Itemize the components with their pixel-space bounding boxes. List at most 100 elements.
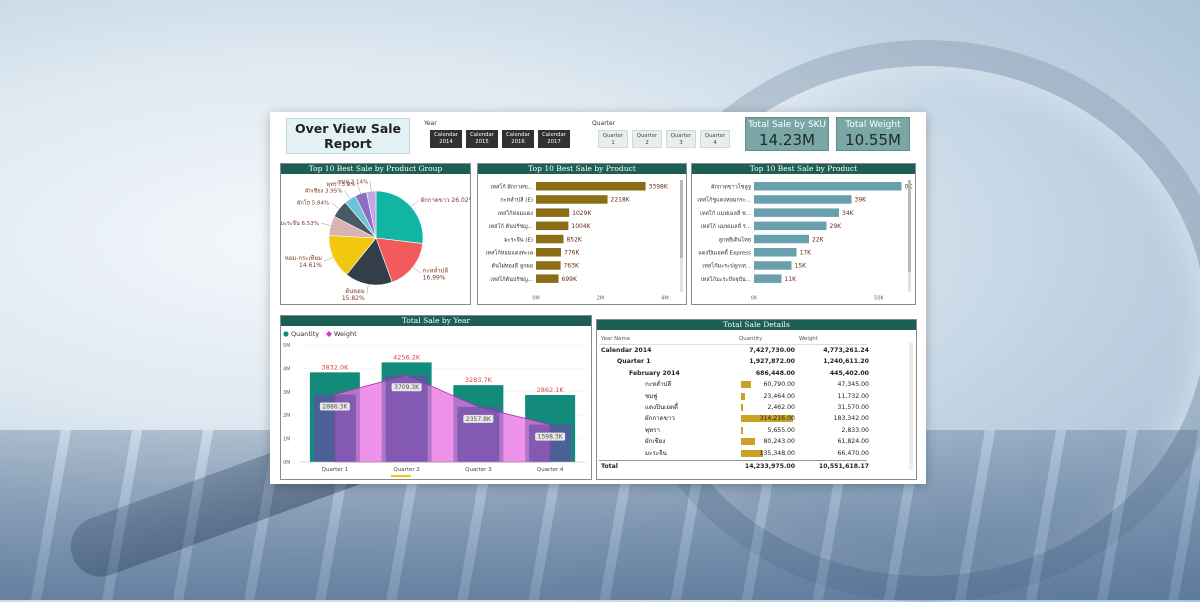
bar1-bar (536, 261, 561, 270)
kpi-sku-value: 14.23M (759, 131, 815, 149)
year-button-line2: 2017 (547, 139, 561, 145)
table-row[interactable]: แดงปินเอดดี้ 2,462.00 31,570.00 (599, 402, 869, 413)
table-total-row: Total 14,233,975.00 10,551,618.17 (599, 459, 869, 472)
table-row[interactable]: Calendar 2014 7,427,730.00 4,773,261.24 (599, 345, 869, 356)
table-row[interactable]: มะระจีน 135,348.00 66,470.00 (599, 448, 869, 459)
pie-panel[interactable]: Top 10 Best Sale by Product Group ผักกาด… (280, 163, 475, 305)
bar1-value-label: 1004K (571, 223, 591, 230)
total-label: Total (601, 462, 618, 470)
weight-data-label: 3709.3K (394, 384, 420, 391)
bar1-category-label: ต้นไผ่ทองดี ลูกผอ (492, 263, 533, 270)
quantity-data-bar (741, 392, 745, 400)
bar1-category-label: เทสโก้หอมแดงทะเล (486, 249, 533, 257)
bar2-category-label: เทสโก้ แมฟเมลลี่ ร... (701, 222, 751, 230)
pie-label: มะระจีน 6.53% (281, 220, 319, 227)
year-button-2015[interactable]: Calendar 2015 (466, 130, 498, 148)
bar-chart-2[interactable]: ผักกาดขาวโชลูจู 0K เทสโก้ชูแดงหอมกระ... 39K… (692, 174, 915, 304)
bar1-category-label: เทสโก้ ต้นปรัชญ... (489, 222, 534, 230)
table-body: Calendar 2014 7,427,730.00 4,773,261.24 Qua… (599, 345, 869, 459)
bar2-value-label: 29K (830, 223, 843, 230)
table-row[interactable]: พุทรา 5,655.00 2,833.00 (599, 425, 869, 436)
table-panel[interactable]: Total Sale Details Year Name Quantity We… (596, 319, 917, 480)
quantity-data-label: 3832.0K (321, 363, 349, 371)
bar1-axis-tick: 2M (597, 296, 605, 302)
bar1-axis-tick: 4M (661, 296, 669, 302)
row-name: ชมพู่ (645, 392, 658, 400)
quarter-button-4[interactable]: Quarter 4 (700, 130, 730, 148)
year-button-2014[interactable]: Calendar 2014 (430, 130, 462, 148)
bar1-bar (536, 234, 564, 244)
kpi-total-weight[interactable]: Total Weight 10.55M (836, 117, 910, 151)
combo-y-tick: 4M (283, 366, 291, 372)
pie-label-pct: 16.99% (423, 274, 446, 281)
legend-weight-marker (326, 331, 332, 337)
table-row[interactable]: Quarter 1 1,927,872.00 1,240,611.20 (599, 356, 869, 367)
row-name: ผักเชียง (645, 438, 666, 446)
weight-label-bg (463, 414, 494, 423)
table-row[interactable]: ผักเชียง 80,243.00 61,824.00 (599, 436, 869, 447)
bar-chart-1[interactable]: เทสโก้ ผักกาดข... 3398K กะหล่ำปลี (E) 2218K… (478, 174, 686, 304)
bar2-value-label: 22K (812, 236, 825, 243)
bar1-bar (536, 221, 569, 231)
col-weight[interactable]: Weight (799, 336, 818, 342)
year-button-line1: Calendar (542, 132, 566, 138)
pie-chart[interactable]: ผักกาดขาว 26.02% กะหล่ำปลี16.99% ต้นหอม15.… (280, 174, 474, 304)
pie-slice (346, 237, 393, 286)
bar-panel-1[interactable]: Top 10 Best Sale by Product เทสโก้ ผักกา… (477, 163, 687, 305)
row-quantity: 314,216.00 (759, 415, 795, 423)
bar2-bar (754, 195, 852, 204)
combo-panel[interactable]: Total Sale by Year Quantity Weight 0M 1M 2M 3… (280, 315, 592, 480)
table-row[interactable]: February 2014 686,448.00 445,402.00 (599, 368, 869, 379)
row-quantity: 60,790.00 (763, 381, 796, 389)
quantity-data-label: 2862.1K (537, 386, 565, 394)
bar2-bar (754, 234, 809, 244)
quarter-button-line1: Quarter (704, 133, 726, 139)
row-name: กะหล่ำปลี (645, 381, 672, 389)
legend-weight-label: Weight (334, 330, 357, 338)
bar2-axis-tick: 0K (751, 296, 758, 302)
report-title-line2: Report (324, 136, 372, 151)
bar1-category-label: กะหล่ำปลี (E) (500, 196, 533, 204)
bar1-category-label: เทสโก้หอมแดง (497, 209, 533, 217)
combo-scroll-indicator (391, 475, 411, 477)
bar-panel-2[interactable]: Top 10 Best Sale by Product ผักกาดขาวโชล… (691, 163, 916, 305)
year-button-2016[interactable]: Calendar 2016 (502, 130, 534, 148)
bar2-value-label: 17K (800, 250, 813, 257)
row-weight: 2,833.00 (841, 426, 869, 434)
year-button-2017[interactable]: Calendar 2017 (538, 130, 570, 148)
bar2-category-label: แดงปินเอดดี้ Express (698, 249, 751, 257)
row-name: มะระจีน (645, 449, 667, 457)
table-row[interactable]: ชมพู่ 23,464.00 11,732.00 (599, 391, 869, 402)
weight-label-bg (391, 383, 422, 392)
bar-panel-1-title: Top 10 Best Sale by Product (478, 164, 686, 174)
table-row[interactable]: ผักกาดขาว 314,216.00 183,342.00 (599, 413, 869, 424)
bar2-bar (754, 261, 792, 270)
col-year-name[interactable]: Year Name (601, 336, 631, 342)
row-quantity: 686,448.00 (755, 369, 795, 377)
pie-label: ผักเชียง 3.95% (305, 187, 342, 194)
year-button-line1: Calendar (506, 132, 530, 138)
quarter-button-2[interactable]: Quarter 2 (632, 130, 662, 148)
quarter-button-3[interactable]: Quarter 3 (666, 130, 696, 148)
pie-slice (375, 190, 424, 244)
year-button-line1: Calendar (434, 132, 458, 138)
bar2-bar (754, 208, 839, 217)
pie-leader-line (323, 256, 334, 262)
table-row[interactable]: กะหล่ำปลี 60,790.00 47,345.00 (599, 379, 869, 390)
row-quantity: 2,462.00 (767, 403, 795, 411)
quarter-button-1[interactable]: Quarter 1 (598, 130, 628, 148)
col-quantity[interactable]: Quantity (739, 336, 763, 342)
combo-chart[interactable]: Quantity Weight 0M 1M 2M 3M 4M 5M 3832.0K 2886.3K… (281, 326, 591, 479)
kpi-total-sale-sku[interactable]: Total Sale by SKU 14.23M (745, 117, 829, 151)
row-weight: 4,773,261.24 (823, 347, 869, 354)
bar1-value-label: 2218K (611, 197, 631, 204)
pie-slice (375, 237, 424, 283)
bar2-bar (754, 182, 902, 191)
weight-data-label: 1598.3K (538, 434, 564, 441)
pie-label: ผักโฮ 5.84% (297, 199, 329, 207)
row-quantity: 1,927,872.00 (749, 358, 795, 366)
quarter-button-line1: Quarter (636, 133, 658, 139)
table-scrollbar[interactable] (909, 342, 913, 470)
bar2-bar (754, 221, 827, 231)
bar1-value-label: 852K (566, 236, 582, 243)
